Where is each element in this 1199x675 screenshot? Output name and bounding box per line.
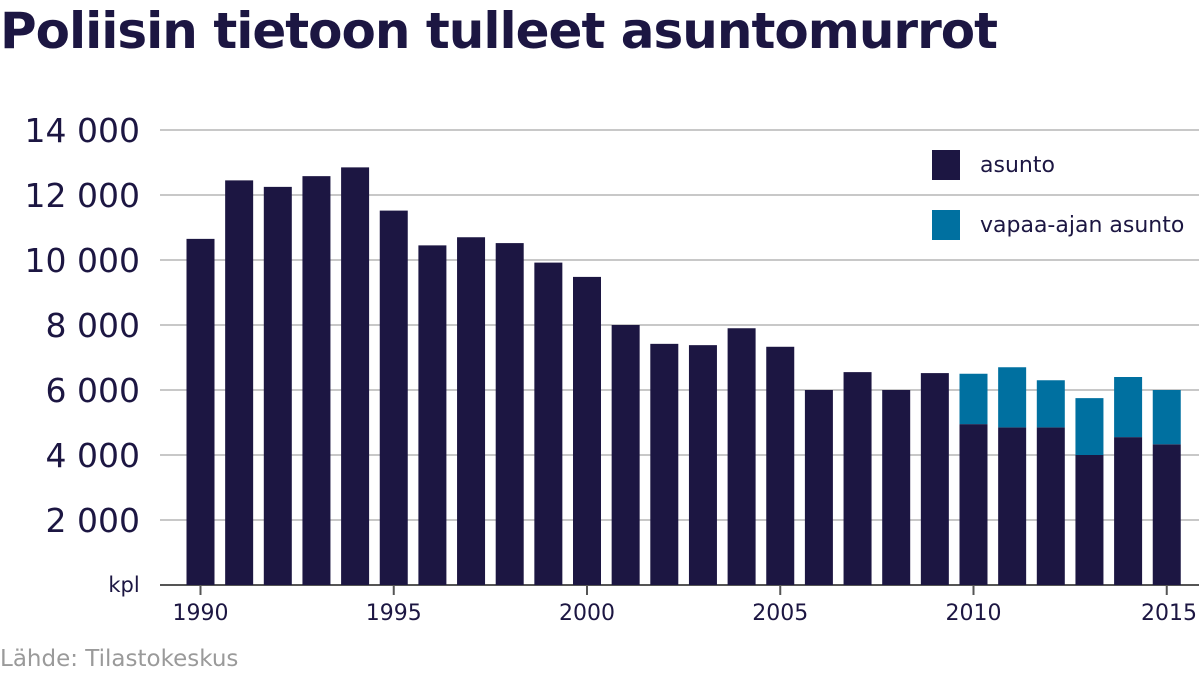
- bar-vapaa-ajan-asunto: [1036, 380, 1065, 428]
- x-tick-label: 2005: [752, 601, 808, 626]
- legend-label-vapaa-ajan-asunto: vapaa-ajan asunto: [980, 213, 1184, 238]
- legend: asunto vapaa-ajan asunto: [932, 150, 1184, 240]
- x-tick-label: 1990: [173, 601, 229, 626]
- bar-asunto: [611, 325, 640, 585]
- bar-asunto: [225, 180, 254, 585]
- chart-title: Poliisin tietoon tulleet asuntomurrot: [0, 2, 998, 60]
- y-tick-label: 2 000: [46, 501, 140, 540]
- y-tick-label: 14 000: [25, 111, 140, 150]
- legend-label-asunto: asunto: [980, 153, 1055, 178]
- bar-asunto: [882, 390, 911, 585]
- bar-asunto: [998, 427, 1027, 585]
- y-unit-label: kpl: [108, 573, 139, 597]
- bar-asunto: [186, 238, 215, 585]
- y-tick-label: 8 000: [46, 306, 140, 345]
- bar-asunto: [1114, 437, 1143, 585]
- legend-swatch-asunto: [932, 150, 960, 180]
- bar-asunto: [534, 262, 563, 585]
- bar-vapaa-ajan-asunto: [959, 373, 988, 425]
- bars: [186, 167, 1181, 585]
- bar-asunto: [804, 390, 833, 585]
- gridlines: [160, 129, 1199, 586]
- bar-vapaa-ajan-asunto: [1152, 390, 1181, 445]
- bar-asunto: [302, 176, 331, 585]
- y-axis: 2 000 4 000 6 000 8 000 10 000 12 000 14 000: [25, 111, 140, 540]
- bar-asunto: [263, 186, 292, 585]
- bar-asunto: [920, 373, 949, 585]
- bar-asunto: [688, 345, 717, 585]
- bar-asunto: [727, 328, 756, 585]
- bar-asunto: [650, 343, 679, 585]
- bar-asunto: [1036, 427, 1065, 585]
- bar-vapaa-ajan-asunto: [1114, 377, 1143, 438]
- bar-asunto: [379, 210, 408, 585]
- bar-asunto: [457, 237, 486, 585]
- y-tick-label: 10 000: [25, 241, 140, 280]
- x-tick-label: 1995: [366, 601, 422, 626]
- bar-asunto: [959, 424, 988, 585]
- y-tick-label: 12 000: [25, 176, 140, 215]
- bar-vapaa-ajan-asunto: [1075, 398, 1104, 455]
- bar-vapaa-ajan-asunto: [998, 367, 1027, 428]
- source-note: Lähde: Tilastokeskus: [0, 646, 239, 672]
- bar-asunto: [843, 372, 872, 585]
- y-tick-label: 4 000: [46, 436, 140, 475]
- bar-asunto: [418, 245, 447, 585]
- legend-swatch-vapaa-ajan-asunto: [932, 210, 960, 240]
- bar-asunto: [495, 243, 524, 585]
- bar-asunto: [1075, 455, 1104, 585]
- bar-asunto: [573, 276, 601, 585]
- bar-asunto: [1152, 444, 1181, 585]
- x-tick-label: 2015: [1141, 601, 1197, 626]
- x-tick-label: 2000: [559, 601, 615, 626]
- y-tick-label: 6 000: [46, 371, 140, 410]
- x-tick-label: 2010: [946, 601, 1002, 626]
- x-axis: 1990 1995 2000 2005 2010 2015: [173, 585, 1197, 626]
- bar-asunto: [766, 346, 795, 585]
- bar-asunto: [341, 167, 370, 585]
